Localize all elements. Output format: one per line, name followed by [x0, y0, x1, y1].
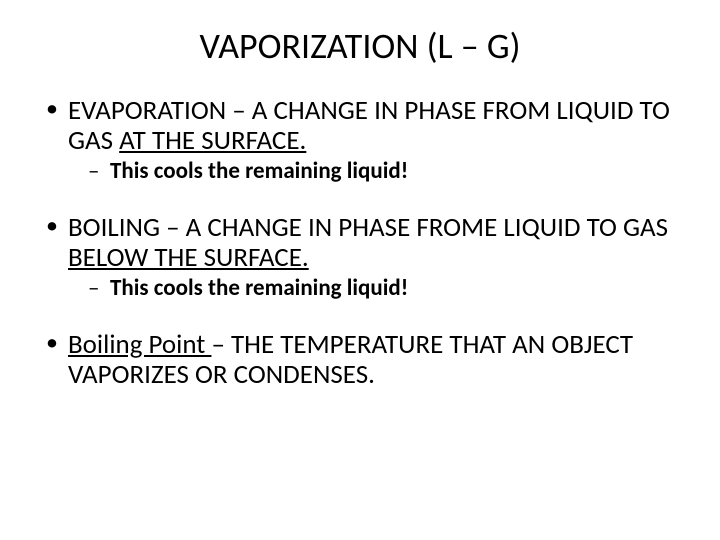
sub-list: This cools the remaining liquid!: [68, 158, 680, 184]
bullet-item-boiling: BOILING – A CHANGE IN PHASE FROME LIQUID…: [40, 213, 680, 302]
bullet-underline: BELOW THE SURFACE.: [68, 241, 309, 274]
sub-bullet: This cools the remaining liquid!: [88, 158, 680, 184]
sub-bullet: This cools the remaining liquid!: [88, 275, 680, 301]
bullet-list: EVAPORATION – A CHANGE IN PHASE FROM LIQ…: [40, 96, 680, 390]
bullet-item-boiling-point: Boiling Point – THE TEMPERATURE THAT AN …: [40, 330, 680, 390]
bullet-item-evaporation: EVAPORATION – A CHANGE IN PHASE FROM LIQ…: [40, 96, 680, 185]
bullet-term: Boiling Point: [68, 328, 211, 361]
bullet-underline: AT THE SURFACE.: [119, 124, 306, 157]
bullet-text: BOILING – A CHANGE IN PHASE FROME LIQUID…: [68, 211, 668, 244]
slide-title: VAPORIZATION (L – G): [40, 24, 680, 68]
sub-list: This cools the remaining liquid!: [68, 275, 680, 301]
